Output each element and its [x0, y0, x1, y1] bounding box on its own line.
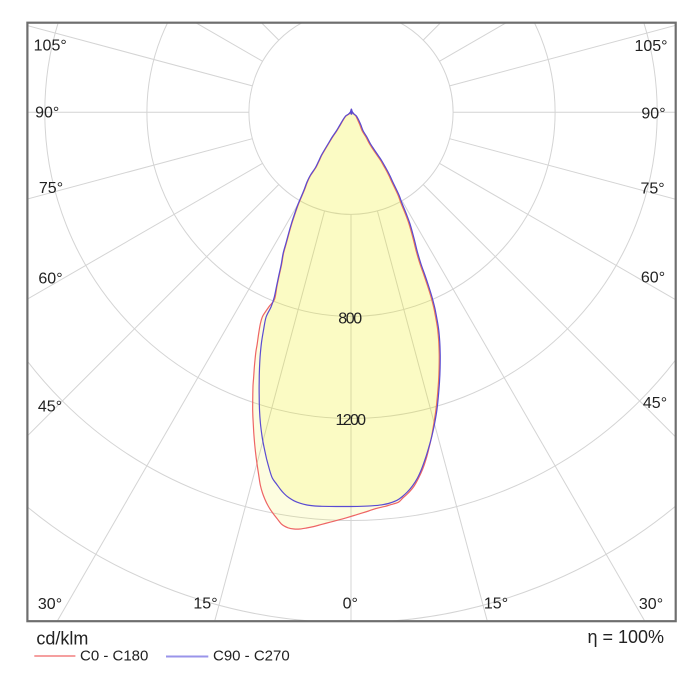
- svg-text:15°: 15°: [193, 596, 217, 613]
- svg-text:105°: 105°: [34, 38, 67, 55]
- svg-text:C0 - C180: C0 - C180: [80, 648, 148, 665]
- svg-text:η = 100%: η = 100%: [587, 627, 664, 647]
- svg-text:C90 - C270: C90 - C270: [213, 648, 290, 665]
- svg-text:60°: 60°: [38, 270, 62, 287]
- svg-text:30°: 30°: [38, 596, 62, 613]
- svg-text:cd/klm: cd/klm: [36, 629, 88, 649]
- svg-text:45°: 45°: [38, 399, 62, 416]
- svg-text:15°: 15°: [484, 596, 508, 613]
- svg-text:1200: 1200: [336, 412, 367, 429]
- svg-text:800: 800: [338, 311, 362, 328]
- svg-text:0°: 0°: [343, 596, 358, 613]
- svg-text:75°: 75°: [39, 180, 63, 197]
- svg-text:105°: 105°: [634, 38, 667, 55]
- svg-text:90°: 90°: [641, 105, 665, 122]
- svg-text:90°: 90°: [35, 104, 59, 121]
- svg-text:45°: 45°: [643, 395, 667, 412]
- svg-text:60°: 60°: [641, 270, 665, 287]
- svg-text:75°: 75°: [640, 181, 664, 198]
- svg-text:30°: 30°: [639, 596, 663, 613]
